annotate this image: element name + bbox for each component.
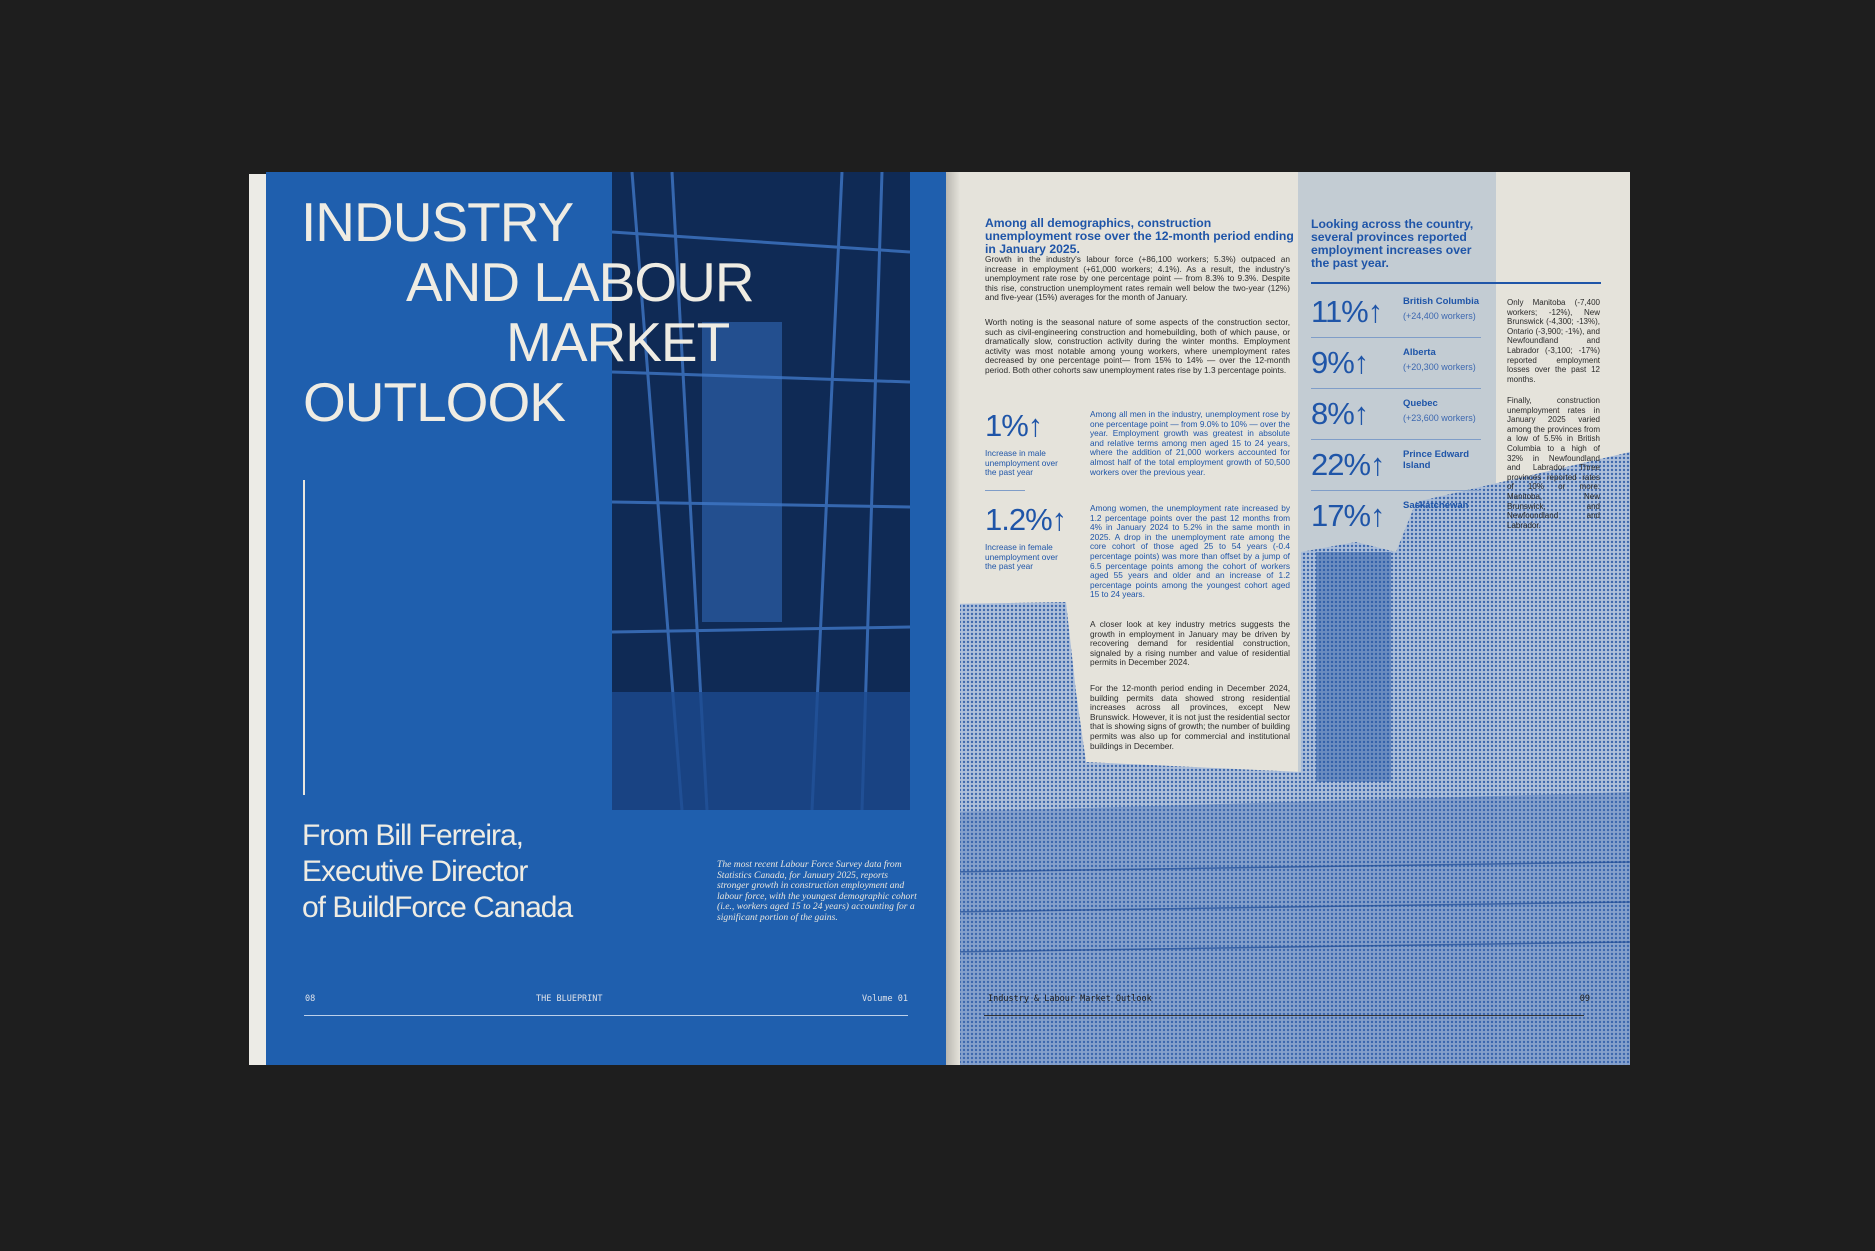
title-line-3: MARKET <box>506 311 730 373</box>
paragraph: Growth in the industry's labour force (+… <box>985 254 1290 303</box>
stat-female-text: Among women, the unemployment rate incre… <box>1090 503 1290 600</box>
left-page: INDUSTRY AND LABOUR MARKET OUTLOOK From … <box>266 172 946 1065</box>
province-name: Quebec <box>1403 398 1438 409</box>
divider <box>1311 490 1481 491</box>
provinces-rule <box>1311 282 1601 284</box>
title-line-4: OUTLOOK <box>303 371 566 433</box>
province-name: Saskatchewan <box>1403 500 1469 511</box>
divider <box>1311 388 1481 389</box>
byline-line: Executive Director <box>302 855 528 888</box>
paragraph: A closer look at key industry metrics su… <box>1090 619 1290 668</box>
byline-line: From Bill Ferreira, <box>302 819 524 852</box>
stat-female-label: Increase in female unemployment over the… <box>985 542 1058 572</box>
scaffolding-photo <box>611 172 911 811</box>
province-value: 22%↑ <box>1311 447 1386 482</box>
right-page: Among all demographics, construction une… <box>946 172 1630 1065</box>
vertical-rule <box>303 480 305 795</box>
paragraph: Worth noting is the seasonal nature of s… <box>985 317 1290 375</box>
divider <box>1311 439 1481 440</box>
page-number: 08 <box>305 994 316 1004</box>
side-paragraph: Only Manitoba (-7,400 workers; -12%), Ne… <box>1507 298 1600 384</box>
side-paragraph: Finally, construction unemployment rates… <box>1507 396 1600 530</box>
intro-caption: The most recent Labour Force Survey data… <box>717 859 917 923</box>
stat-male-label: Increase in male unemployment over the p… <box>985 448 1058 478</box>
scaffolding-photo-art <box>611 172 911 811</box>
stat-male-value: 1%↑ <box>985 408 1043 443</box>
province-row: 22%↑ Prince Edward Island <box>1311 449 1481 499</box>
volume-label: Volume 01 <box>861 994 908 1004</box>
province-row: 11%↑ British Columbia (+24,400 workers) <box>1311 296 1481 346</box>
byline-line: of BuildForce Canada <box>302 891 573 924</box>
province-name: Prince Edward Island <box>1403 449 1469 471</box>
province-row: 8%↑ Quebec (+23,600 workers) <box>1311 398 1481 448</box>
provinces-heading: Looking across the country, several prov… <box>1311 217 1474 270</box>
province-value: 8%↑ <box>1311 396 1369 431</box>
footer-rule <box>984 1015 1584 1016</box>
publication-name: THE BLUEPRINT <box>536 994 603 1004</box>
paragraph: For the 12-month period ending in Decemb… <box>1090 683 1290 752</box>
construction-photo <box>946 452 1630 1065</box>
province-row: 9%↑ Alberta (+20,300 workers) <box>1311 347 1481 397</box>
title-line-1: INDUSTRY <box>301 191 574 253</box>
province-workers: (+23,600 workers) <box>1403 413 1476 423</box>
divider <box>985 490 1025 491</box>
province-workers: (+24,400 workers) <box>1403 311 1476 321</box>
stat-male-text: Among all men in the industry, unemploym… <box>1090 409 1290 477</box>
province-name: Alberta <box>1403 347 1436 358</box>
province-value: 9%↑ <box>1311 345 1369 380</box>
section-name: Industry & Labour Market Outlook <box>988 994 1152 1004</box>
section-heading: Among all demographics, construction une… <box>985 216 1294 256</box>
province-workers: (+20,300 workers) <box>1403 362 1476 372</box>
divider <box>1311 337 1481 338</box>
page-edge <box>249 174 267 1065</box>
byline: From Bill Ferreira, Executive Director o… <box>302 818 682 926</box>
province-value: 11%↑ <box>1311 294 1383 329</box>
stat-female-value: 1.2%↑ <box>985 502 1067 537</box>
page-number: 09 <box>1579 994 1590 1004</box>
footer-rule <box>304 1015 908 1016</box>
province-value: 17%↑ <box>1311 498 1386 533</box>
page-spine-shadow <box>946 172 960 1065</box>
province-row: 17%↑ Saskatchewan <box>1311 500 1481 550</box>
title-line-2: AND LABOUR <box>406 251 755 313</box>
province-name: British Columbia <box>1403 296 1480 307</box>
